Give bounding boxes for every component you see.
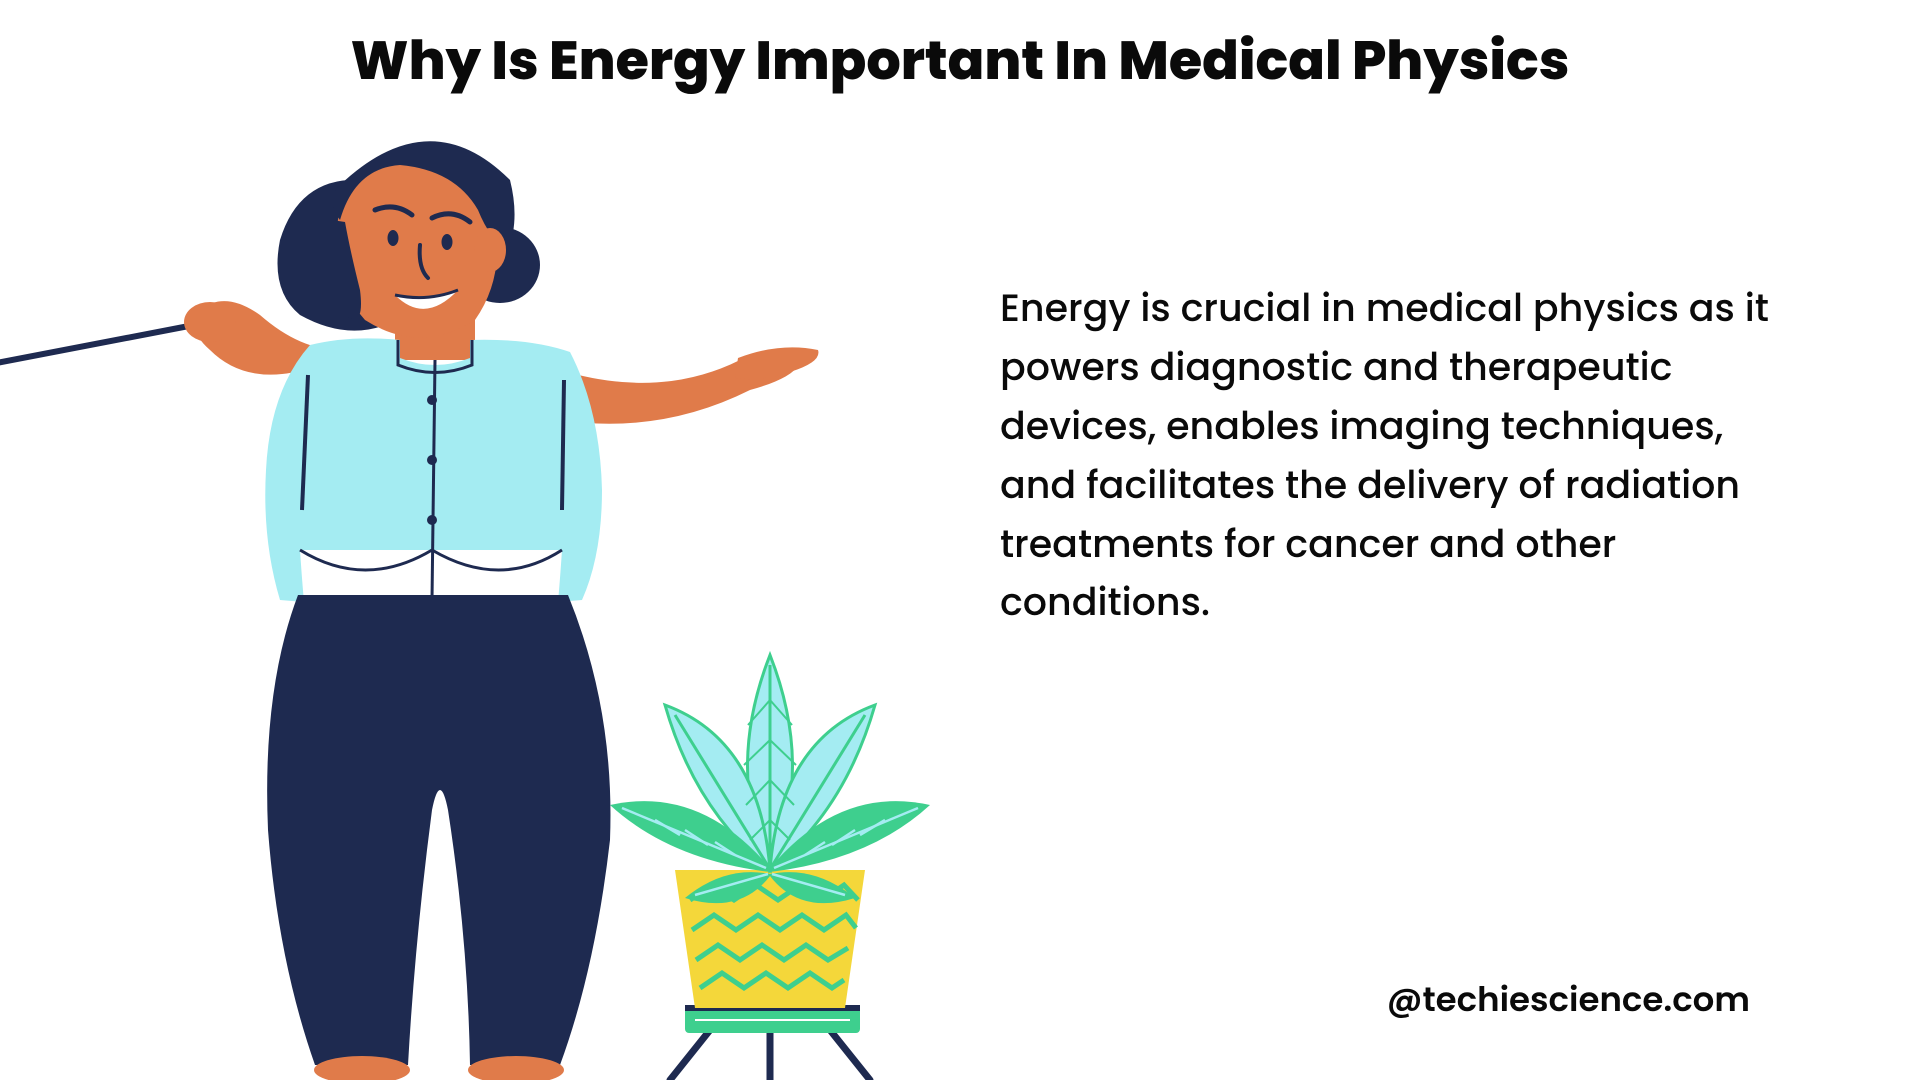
infographic-illustration (0, 90, 960, 1080)
page-title: Why Is Energy Important In Medical Physi… (351, 20, 1570, 101)
attribution-text: @techiescience.com (1387, 974, 1750, 1025)
plant-illustration (610, 655, 930, 1080)
body-paragraph: Energy is crucial in medical physics as … (1000, 280, 1800, 633)
